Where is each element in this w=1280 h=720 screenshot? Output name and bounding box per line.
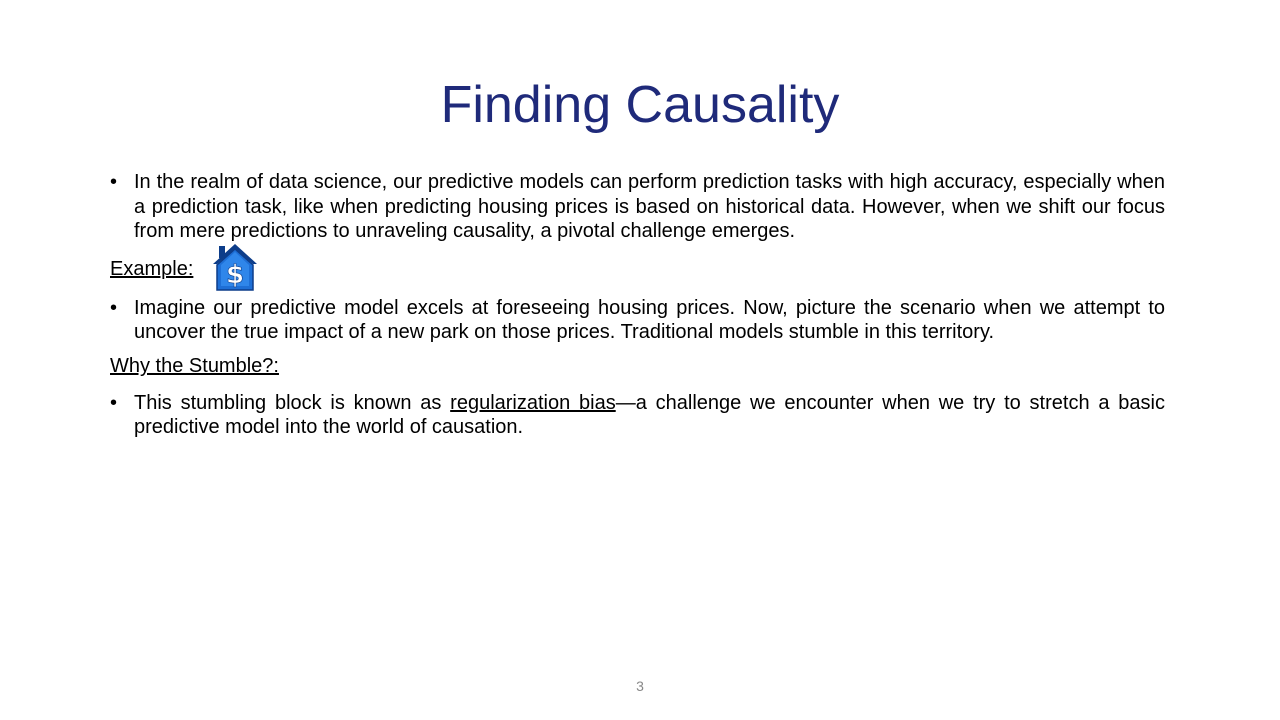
- example-label: Example:: [110, 258, 194, 281]
- slide-title: Finding Causality: [440, 76, 840, 134]
- slide-body: • In the realm of data science, our pred…: [110, 170, 1165, 440]
- page-number: 3: [636, 678, 644, 694]
- bullet-text-1: In the realm of data science, our predic…: [134, 171, 1165, 242]
- bullet-dot: •: [110, 296, 118, 319]
- why-stumble-label: Why the Stumble?:: [110, 355, 279, 378]
- bullet-text-3-before: This stumbling block is known as: [134, 391, 451, 414]
- why-label-row: Why the Stumble?:: [110, 355, 1165, 379]
- house-dollar-icon: $: [211, 242, 259, 292]
- bullet-item-3: • This stumbling block is known as regul…: [110, 391, 1165, 440]
- svg-text:$: $: [226, 260, 244, 290]
- bullet-item-1: • In the realm of data science, our pred…: [110, 170, 1165, 244]
- bullet-text-2: Imagine our predictive model excels at f…: [134, 296, 1165, 344]
- regularization-bias-term: regularization bias: [450, 391, 616, 414]
- bullet-dot: •: [110, 171, 118, 193]
- example-label-row: Example: $: [110, 243, 1165, 291]
- bullet-dot: •: [110, 391, 118, 414]
- bullet-item-2: • Imagine our predictive model excels at…: [110, 296, 1165, 345]
- bullet-text-3-after: —a challenge we encounter when we try to…: [134, 391, 1165, 439]
